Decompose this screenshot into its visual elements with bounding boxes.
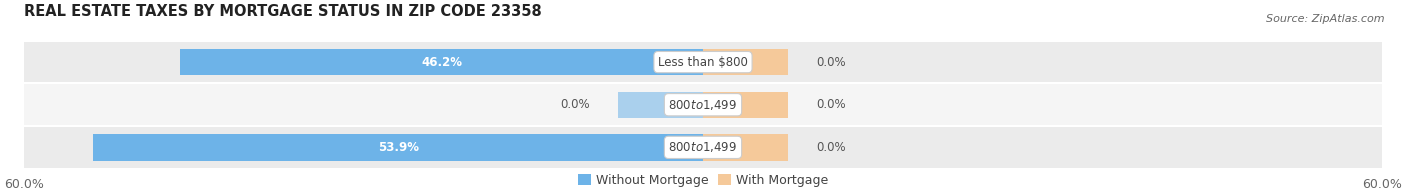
Bar xyxy=(703,49,787,75)
Text: $800 to $1,499: $800 to $1,499 xyxy=(668,140,738,154)
Text: 0.0%: 0.0% xyxy=(815,56,846,69)
Text: 0.0%: 0.0% xyxy=(815,141,846,154)
Text: 0.0%: 0.0% xyxy=(560,98,591,111)
Bar xyxy=(703,91,787,118)
Bar xyxy=(24,84,1382,125)
Text: 0.0%: 0.0% xyxy=(815,98,846,111)
Legend: Without Mortgage, With Mortgage: Without Mortgage, With Mortgage xyxy=(578,174,828,187)
Bar xyxy=(703,134,787,160)
Bar xyxy=(24,127,1382,168)
Text: REAL ESTATE TAXES BY MORTGAGE STATUS IN ZIP CODE 23358: REAL ESTATE TAXES BY MORTGAGE STATUS IN … xyxy=(24,4,541,19)
Bar xyxy=(619,91,703,118)
Text: Source: ZipAtlas.com: Source: ZipAtlas.com xyxy=(1267,14,1385,24)
Text: $800 to $1,499: $800 to $1,499 xyxy=(668,98,738,112)
Bar xyxy=(93,134,703,160)
Text: 53.9%: 53.9% xyxy=(378,141,419,154)
Text: Less than $800: Less than $800 xyxy=(658,56,748,69)
Bar xyxy=(24,42,1382,82)
Text: 46.2%: 46.2% xyxy=(422,56,463,69)
Bar xyxy=(180,49,703,75)
